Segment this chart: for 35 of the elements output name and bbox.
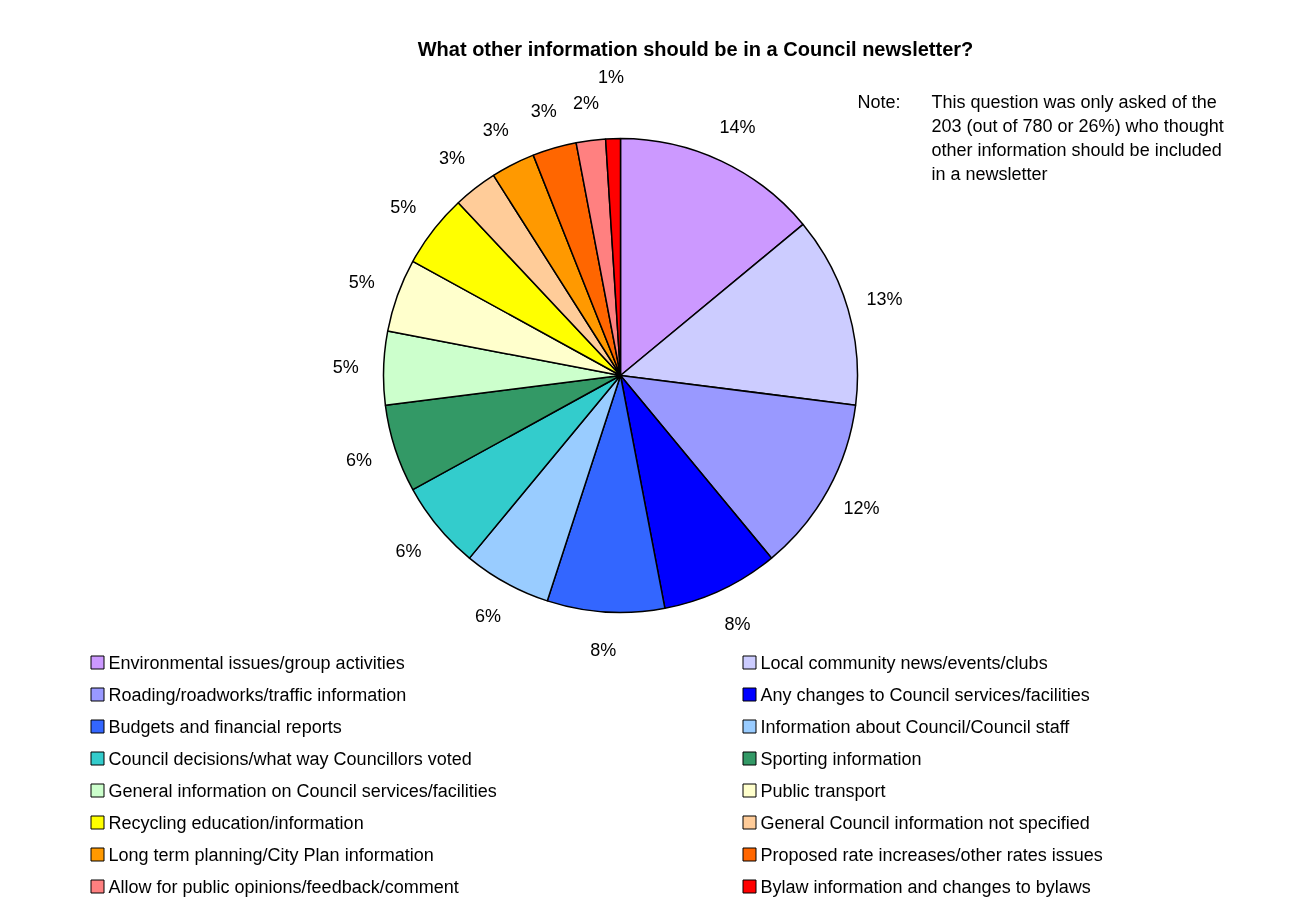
legend-label: Roading/roadworks/traffic information (108, 684, 407, 705)
legend-label: Information about Council/Council staff (760, 716, 1071, 737)
data-label: 1% (598, 66, 625, 87)
text: This question was only asked of the 203 (out of 780 or 26%) who thought other information should be included in a newsletter (931, 91, 1224, 184)
data-label: 13% (866, 288, 903, 309)
legend-label: Proposed rate increases/other rates issues (760, 844, 1103, 865)
data-label: 5% (348, 272, 375, 293)
legend-label: Sporting information (760, 748, 922, 769)
data-label: 6% (475, 606, 502, 627)
data-label: 12% (843, 497, 880, 518)
chart-title: What other information should be in a Council newsletter? (417, 37, 974, 60)
legend-label: Any changes to Council services/facilities (760, 684, 1090, 705)
legend-label: Recycling education/information (108, 812, 364, 833)
data-label: 8% (590, 639, 617, 660)
legend-label: Local community news/events/clubs (760, 652, 1048, 673)
legend-label: General Council information not specified (760, 812, 1090, 833)
legend-label: Long term planning/City Plan information (108, 844, 434, 865)
data-label: 3% (482, 120, 509, 141)
legend-label: Council decisions/what way Councillors voted (108, 748, 472, 769)
legend-label: Budgets and financial reports (108, 716, 342, 737)
data-label: 3% (438, 148, 465, 169)
data-label: 3% (530, 101, 557, 122)
legend-label: Bylaw information and changes to bylaws (760, 876, 1091, 897)
legend-label: General information on Council services/facilities (108, 780, 497, 801)
data-label: 6% (395, 540, 422, 561)
data-label: 2% (573, 92, 600, 113)
text: Note: (857, 91, 901, 112)
legend-label: Environmental issues/group activities (108, 652, 405, 673)
legend-label: Allow for public opinions/feedback/comment (108, 876, 459, 897)
data-label: 6% (345, 450, 372, 471)
data-label: 8% (724, 614, 751, 635)
data-label: 5% (390, 196, 417, 217)
data-label: 14% (719, 116, 756, 137)
data-label: 5% (332, 356, 359, 377)
legend-label: Public transport (760, 780, 886, 801)
